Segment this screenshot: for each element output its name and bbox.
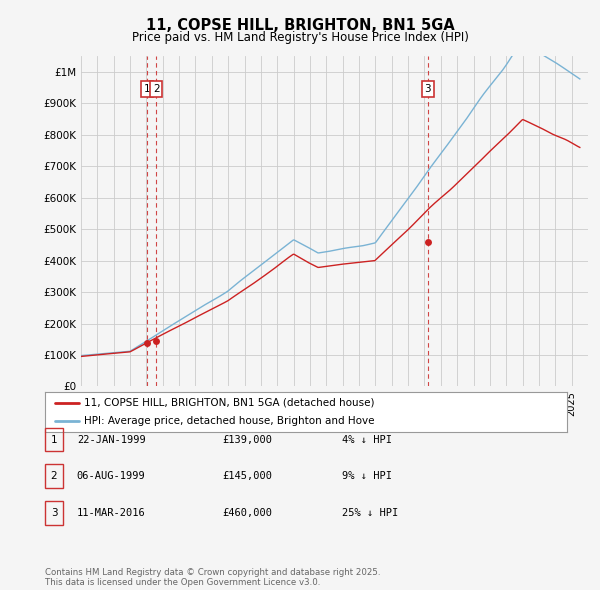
Text: 11, COPSE HILL, BRIGHTON, BN1 5GA: 11, COPSE HILL, BRIGHTON, BN1 5GA [146,18,454,32]
Text: 11, COPSE HILL, BRIGHTON, BN1 5GA (detached house): 11, COPSE HILL, BRIGHTON, BN1 5GA (detac… [84,398,374,408]
Text: 1: 1 [144,84,151,94]
Text: 11-MAR-2016: 11-MAR-2016 [77,508,146,517]
Text: 3: 3 [424,84,431,94]
Text: 3: 3 [50,508,58,517]
Text: 4% ↓ HPI: 4% ↓ HPI [342,435,392,444]
Text: 1: 1 [50,435,58,444]
Text: £139,000: £139,000 [222,435,272,444]
Text: £145,000: £145,000 [222,471,272,481]
Text: 25% ↓ HPI: 25% ↓ HPI [342,508,398,517]
Text: 2: 2 [50,471,58,481]
Text: £460,000: £460,000 [222,508,272,517]
Text: 06-AUG-1999: 06-AUG-1999 [77,471,146,481]
Text: HPI: Average price, detached house, Brighton and Hove: HPI: Average price, detached house, Brig… [84,416,374,426]
Text: Contains HM Land Registry data © Crown copyright and database right 2025.
This d: Contains HM Land Registry data © Crown c… [45,568,380,587]
Text: 9% ↓ HPI: 9% ↓ HPI [342,471,392,481]
Text: Price paid vs. HM Land Registry's House Price Index (HPI): Price paid vs. HM Land Registry's House … [131,31,469,44]
Text: 22-JAN-1999: 22-JAN-1999 [77,435,146,444]
Text: 2: 2 [153,84,160,94]
